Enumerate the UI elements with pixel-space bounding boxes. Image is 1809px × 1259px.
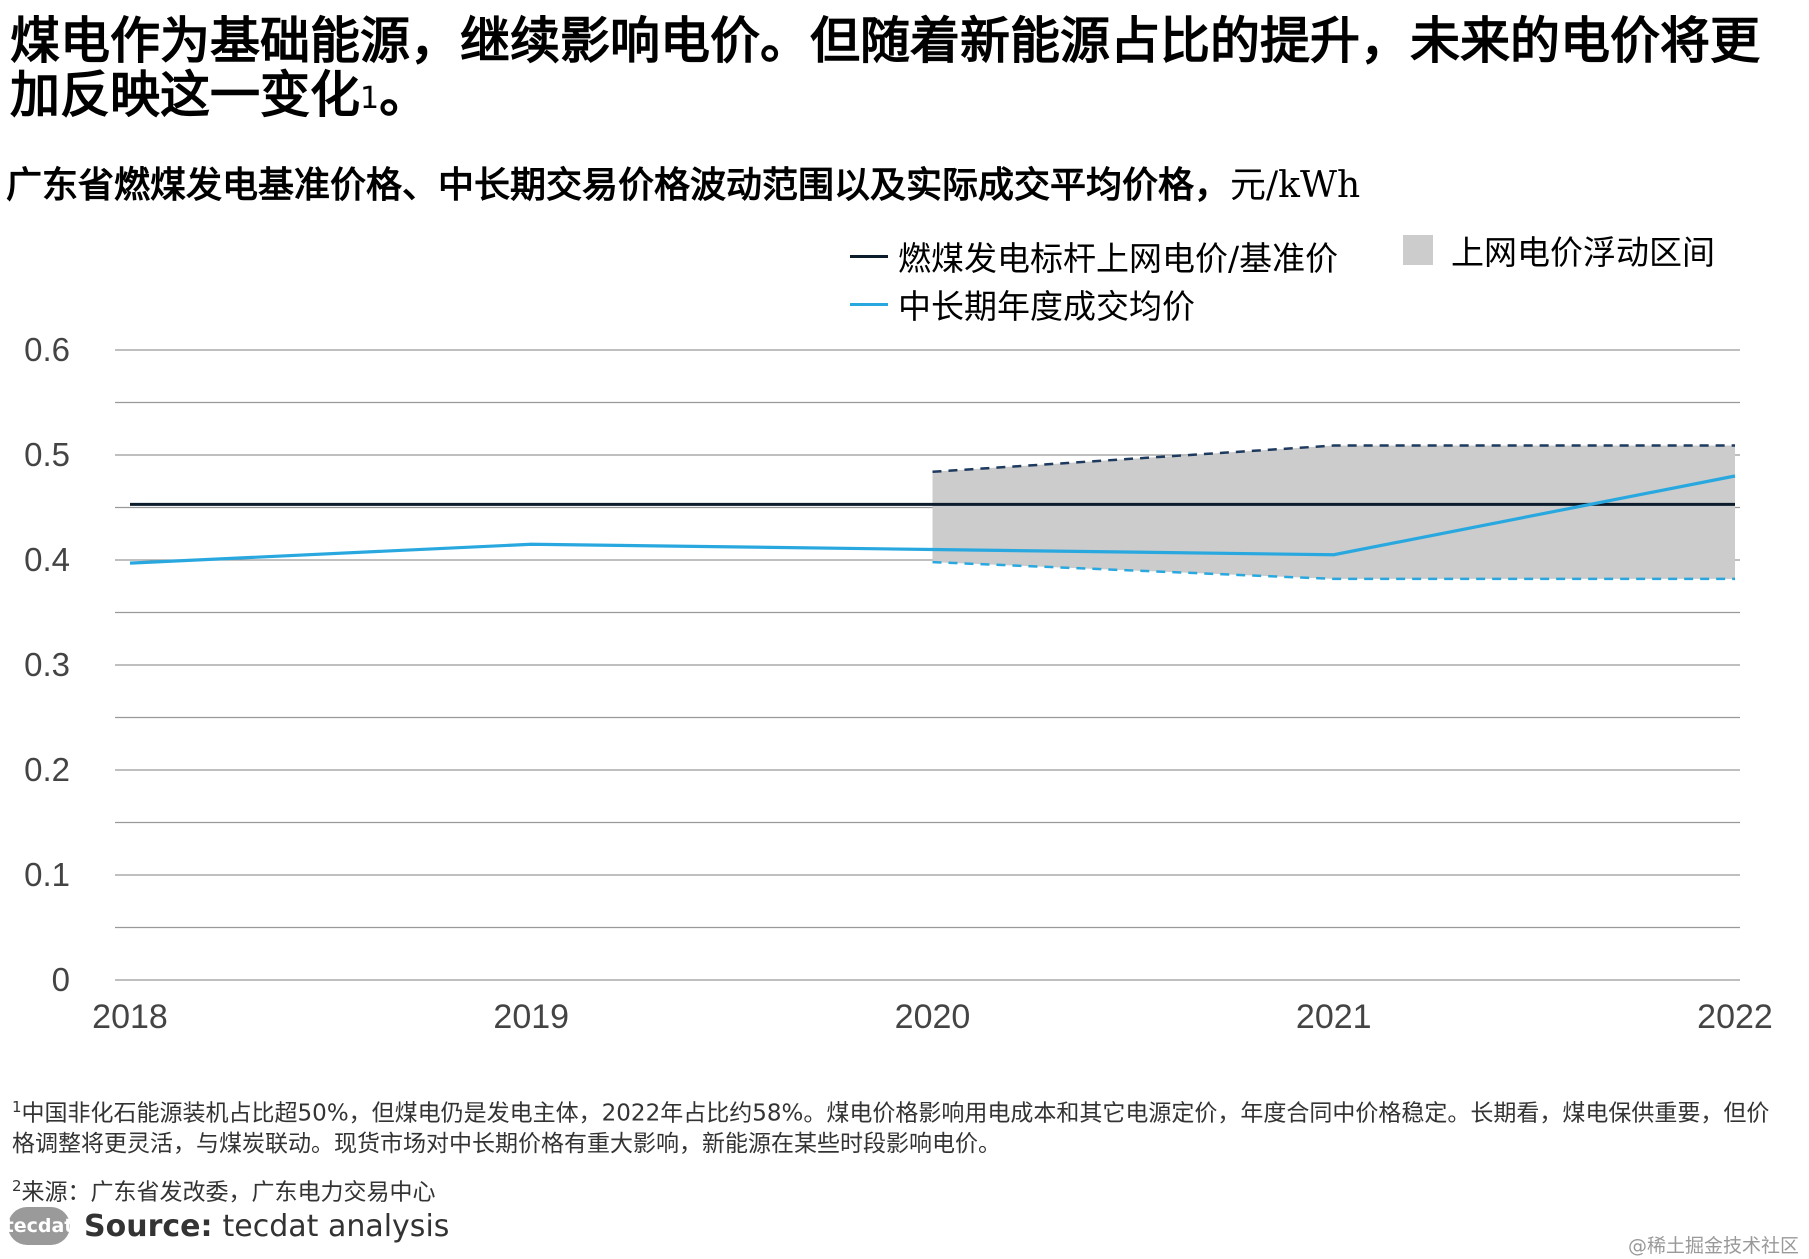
y-tick-label: 0.4 bbox=[24, 541, 70, 578]
legend-label-benchmark: 燃煤发电标杆上网电价/基准价 bbox=[898, 239, 1339, 278]
legend-swatch-benchmark bbox=[850, 254, 888, 258]
tecdat-logo: tecdat bbox=[5, 1207, 73, 1245]
headline-end: 。 bbox=[379, 66, 430, 124]
y-tick-label: 0.1 bbox=[24, 856, 70, 893]
watermark: @稀土掘金技术社区 bbox=[1627, 1235, 1799, 1257]
source-line: tecdat Source: tecdat analysis bbox=[5, 1207, 450, 1245]
y-tick-label: 0.6 bbox=[24, 331, 70, 368]
headline-footnote-mark: 1 bbox=[360, 81, 380, 116]
footnote-2-mark: 2 bbox=[12, 1176, 22, 1195]
y-tick-label: 0.2 bbox=[24, 751, 70, 788]
x-tick-label: 2020 bbox=[895, 998, 971, 1036]
headline: 煤电作为基础能源，继续影响电价。但随着新能源占比的提升，未来的电价将更加反映这一… bbox=[10, 14, 1800, 122]
x-tick-label: 2019 bbox=[493, 998, 569, 1036]
legend-item-benchmark: 燃煤发电标杆上网电价/基准价 bbox=[850, 232, 1338, 280]
subtitle-text: 广东省燃煤发电基准价格、中长期交易价格波动范围以及实际成交平均价格， bbox=[6, 165, 1231, 206]
legend-swatch-band bbox=[1403, 235, 1433, 265]
y-tick-label: 0.3 bbox=[24, 646, 70, 683]
y-tick-label: 0 bbox=[52, 961, 70, 998]
legend-item-avg: 中长期年度成交均价 bbox=[850, 280, 1195, 328]
legend-item-band: 上网电价浮动区间 bbox=[1403, 226, 1715, 274]
legend-label-avg: 中长期年度成交均价 bbox=[898, 287, 1195, 326]
source-label: Source: bbox=[84, 1208, 213, 1244]
band-lower-line bbox=[932, 560, 1735, 581]
footnote-1: 1中国非化石能源装机占比超50%，但煤电仍是发电主体，2022年占比约58%。煤… bbox=[12, 1092, 1792, 1159]
footnotes: 1中国非化石能源装机占比超50%，但煤电仍是发电主体，2022年占比约58%。煤… bbox=[12, 1092, 1792, 1207]
footnote-1-text: 中国非化石能源装机占比超50%，但煤电仍是发电主体，2022年占比约58%。煤电… bbox=[12, 1100, 1770, 1157]
band-area bbox=[932, 445, 1735, 579]
line-chart: 0.6 0.5 0.4 0.3 0.2 0.1 0 2018 2019 2020 2021 2022 bbox=[24, 331, 1773, 1036]
average-price-line bbox=[129, 474, 1736, 565]
y-tick-label: 0.5 bbox=[24, 436, 70, 473]
headline-text: 煤电作为基础能源，继续影响电价。但随着新能源占比的提升，未来的电价将更加反映这一… bbox=[10, 12, 1760, 124]
footnote-2: 2来源：广东省发改委，广东电力交易中心 bbox=[12, 1171, 1792, 1208]
footnote-2-text: 来源：广东省发改委，广东电力交易中心 bbox=[21, 1179, 436, 1206]
chart-subtitle: 广东省燃煤发电基准价格、中长期交易价格波动范围以及实际成交平均价格，元/kWh bbox=[6, 164, 1796, 208]
source-text: tecdat analysis bbox=[222, 1208, 450, 1244]
footnote-1-mark: 1 bbox=[12, 1098, 22, 1116]
x-tick-label: 2021 bbox=[1296, 998, 1372, 1036]
x-tick-label: 2018 bbox=[92, 998, 168, 1036]
legend-label-band: 上网电价浮动区间 bbox=[1451, 233, 1715, 272]
x-tick-label: 2022 bbox=[1697, 998, 1773, 1036]
band-upper-line bbox=[932, 444, 1735, 474]
legend-swatch-avg bbox=[850, 302, 888, 306]
subtitle-unit: 元/kWh bbox=[1230, 165, 1361, 206]
